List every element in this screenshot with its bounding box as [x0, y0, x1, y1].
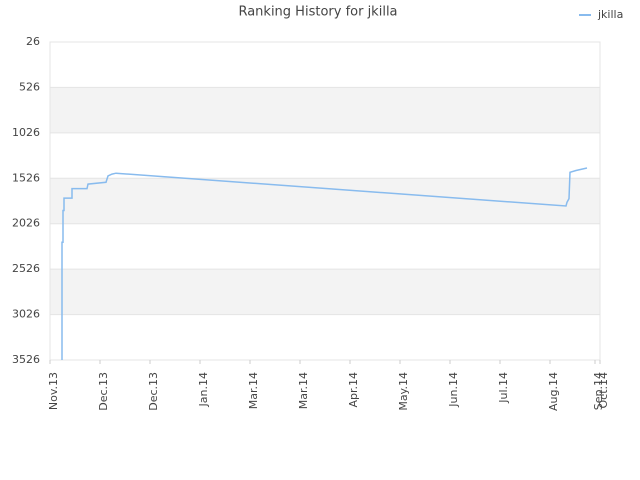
y-tick-label: 3026 [12, 308, 40, 321]
x-tick-label: Mar.14 [247, 372, 260, 409]
y-tick-label: 2526 [12, 262, 40, 275]
x-tick-label: Dec.13 [147, 372, 160, 411]
x-tick-label: Apr.14 [347, 372, 360, 408]
grid-band [50, 269, 600, 315]
y-tick-label: 26 [26, 35, 40, 48]
x-tick-label: Dec.13 [97, 372, 110, 411]
x-tick-label: May.14 [397, 372, 410, 411]
x-tick-label: Oct.14 [597, 372, 610, 409]
x-tick-label: Sep.14 [592, 372, 605, 410]
y-tick-label: 1526 [12, 171, 40, 184]
y-tick-label: 3526 [12, 353, 40, 366]
legend-label: jkilla [597, 8, 623, 21]
grid-band [50, 178, 600, 224]
x-tick-label: Aug.14 [547, 372, 560, 411]
grid-band [50, 87, 600, 133]
x-tick-label: Nov.13 [47, 372, 60, 410]
chart-title: Ranking History for jkilla [238, 5, 397, 20]
x-tick-label: Jun.14 [447, 372, 460, 408]
y-tick-label: 1026 [12, 126, 40, 139]
series-line [61, 167, 588, 360]
x-tick-label: Jul.14 [497, 372, 510, 404]
x-tick-label: Jan.14 [197, 372, 210, 407]
y-tick-label: 526 [19, 80, 40, 93]
y-tick-label: 2026 [12, 217, 40, 230]
x-tick-label: Mar.14 [297, 372, 310, 409]
